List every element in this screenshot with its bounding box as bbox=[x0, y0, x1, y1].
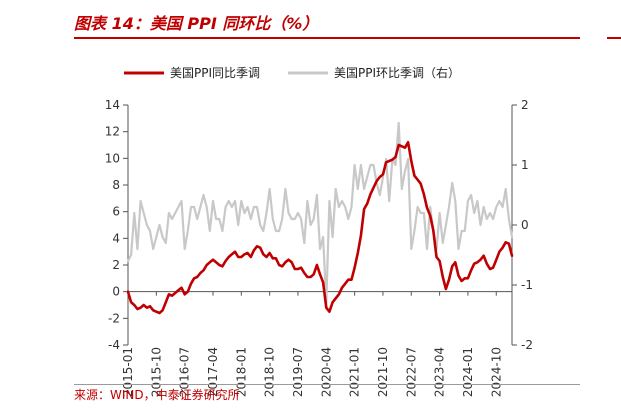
figure-title: 图表 14：美国 PPI 同环比（%） bbox=[74, 14, 319, 33]
source-note: 来源：WIND，中泰证券研究所 bbox=[74, 388, 240, 402]
x-axis-tick-label: 2018-10 bbox=[263, 347, 277, 397]
x-axis-tick-label: 2023-04 bbox=[433, 347, 447, 397]
right-axis-tick-label: 2 bbox=[521, 98, 529, 112]
legend-label-yoy: 美国PPI同比季调 bbox=[170, 66, 260, 80]
left-axis-tick-label: 14 bbox=[105, 98, 120, 112]
x-axis-tick-label: 2021-01 bbox=[348, 347, 362, 397]
x-axis-tick-label: 2024-10 bbox=[489, 347, 503, 397]
left-axis-tick-label: -4 bbox=[108, 338, 120, 352]
x-axis-tick-label: 2021-10 bbox=[376, 347, 390, 397]
left-axis-tick-label: 6 bbox=[112, 205, 120, 219]
x-axis-tick-label: 2022-07 bbox=[404, 347, 418, 397]
right-axis-tick-label: 1 bbox=[521, 158, 529, 172]
right-axis-tick-label: -2 bbox=[521, 338, 533, 352]
right-axis-tick-label: 0 bbox=[521, 218, 529, 232]
next-figure-fragment bbox=[604, 0, 621, 414]
series-line-ppi-yoy bbox=[126, 141, 514, 315]
right-axis-tick-label: -1 bbox=[521, 278, 533, 292]
source-rule bbox=[74, 384, 580, 385]
series-layer bbox=[126, 121, 514, 315]
x-axis-tick-label: 2024-01 bbox=[461, 347, 475, 397]
left-axis-tick-label: 10 bbox=[105, 151, 120, 165]
left-axis-tick-label: 8 bbox=[112, 178, 120, 192]
left-axis-tick-label: 12 bbox=[105, 125, 120, 139]
legend-label-mom: 美国PPI环比季调（右） bbox=[334, 65, 460, 80]
left-axis-tick-label: -2 bbox=[108, 311, 120, 325]
next-figure-rule bbox=[607, 37, 621, 39]
legend: 美国PPI同比季调 美国PPI环比季调（右） bbox=[124, 65, 460, 80]
title-rule bbox=[74, 37, 580, 39]
x-axis-tick-label: 2020-04 bbox=[319, 347, 333, 397]
left-axis-tick-label: 2 bbox=[112, 258, 120, 272]
series-line-ppi-mom bbox=[126, 121, 514, 305]
left-axis-tick-label: 4 bbox=[112, 231, 120, 245]
left-axis-tick-label: 0 bbox=[112, 285, 120, 299]
x-axis-tick-label: 2019-07 bbox=[291, 347, 305, 397]
